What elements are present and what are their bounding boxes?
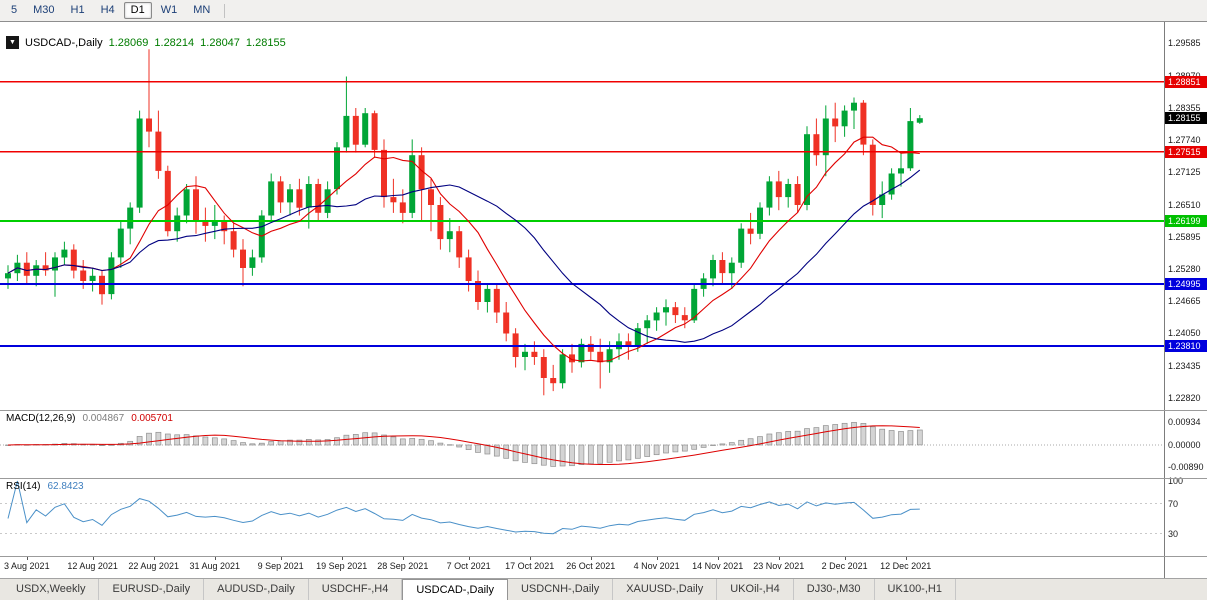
main-chart-plot[interactable] [0,22,1164,410]
date-axis-label: 9 Sep 2021 [257,561,304,571]
date-axis-tick [402,557,404,560]
date-axis-tick [844,557,846,560]
rsi-axis-label: 100 [1168,476,1184,486]
price-axis-label: 1.27740 [1168,135,1201,145]
macd-axis-label: 0.00000 [1168,440,1201,450]
macd-plot[interactable] [0,410,1164,478]
date-axis-label: 4 Nov 2021 [633,561,680,571]
price-level-badge: 1.28851 [1165,75,1207,88]
date-axis-label: 2 Dec 2021 [821,561,868,571]
date-axis-label: 22 Aug 2021 [128,561,179,571]
period-button-m30[interactable]: M30 [33,4,55,16]
period-button-h4[interactable]: H4 [100,4,115,16]
ohlc-low-value: 1.28047 [200,36,240,49]
tab-dj30-m30[interactable]: DJ30-,M30 [794,579,875,600]
tab-eurusd-daily[interactable]: EURUSD-,Daily [99,579,205,600]
rsi-axis-label: 30 [1168,528,1179,539]
date-axis[interactable]: 3 Aug 2021 12 Aug 2021 22 Aug 2021 31 Aug 2… [0,556,1164,578]
macd-signal-value: 0.005701 [131,413,173,424]
date-axis-tick [341,557,343,560]
date-axis-label: 14 Nov 2021 [692,561,744,571]
panel-separator-macd[interactable] [0,410,1207,411]
price-axis-label: 1.23435 [1168,360,1201,371]
panel-separator-rsi[interactable] [0,478,1207,479]
tab-usdx-weekly[interactable]: USDX,Weekly [3,579,100,600]
period-button-w1[interactable]: W1 [160,4,178,16]
price-axis-label: 1.25895 [1168,231,1201,242]
date-axis-tick [778,557,780,560]
chart-tabbar: USDX,Weekly EURUSD-,Daily AUDUSD-,Daily USD… [0,578,1207,600]
price-axis-label: 1.26510 [1168,199,1201,210]
toolbar-separator [224,3,226,18]
tab-uk100-h1[interactable]: UK100-,H1 [875,579,956,600]
price-axis-label: 1.24665 [1168,296,1201,307]
price-axis-label: 1.28355 [1168,102,1201,113]
date-axis-label: 19 Sep 2021 [316,561,368,571]
date-axis-label: 12 Aug 2021 [67,561,118,571]
date-axis-tick [26,557,28,560]
period-button-d1[interactable]: D1 [123,2,152,19]
date-axis-label: 3 Aug 2021 [4,561,50,571]
rsi-value: 62.8423 [47,481,84,492]
date-axis-label: 12 Dec 2021 [880,561,932,571]
tab-ukoil-h4[interactable]: UKOil-,H4 [717,579,794,600]
price-level-badge: 1.24995 [1165,277,1207,290]
date-axis-label: 26 Oct 2021 [566,561,616,571]
date-axis-tick [717,557,719,560]
current-price-badge: 1.28155 [1165,112,1207,125]
date-axis-tick [468,557,470,560]
date-axis-label: 23 Nov 2021 [753,561,805,571]
tab-usdchf-h4[interactable]: USDCHF-,H4 [309,579,403,600]
date-axis-tick [92,557,94,560]
symbol-menu-icon[interactable]: ▼ [6,36,19,49]
date-axis-label: 28 Sep 2021 [377,561,429,571]
macd-main-value: 0.004867 [82,413,125,424]
tab-xauusd-daily[interactable]: XAUUSD-,Daily [613,579,718,600]
date-axis-tick [590,557,592,560]
ohlc-open-value: 1.28069 [108,36,149,49]
ohlc-high-value: 1.28214 [154,36,195,49]
price-level-badge: 1.23810 [1165,340,1207,352]
price-axis-label: 1.27125 [1168,167,1201,178]
date-axis-separator [0,556,1207,557]
chart-symbol-label: USDCAD-,Daily [25,36,103,49]
price-axis-label: 1.25280 [1168,264,1201,274]
macd-indicator-label: MACD(12,26,9) 0.004867 0.005701 [6,413,173,424]
date-axis-label: 31 Aug 2021 [189,561,241,571]
tab-usdcad-daily[interactable]: USDCAD-,Daily [402,579,508,600]
dropdown-arrow-icon: ▼ [9,39,16,46]
date-axis-label: 7 Oct 2021 [446,561,491,571]
date-axis-tick [656,557,658,560]
price-level-badge: 1.26199 [1165,214,1207,227]
period-button-h1[interactable]: H1 [70,4,85,16]
price-level-badge: 1.27515 [1165,145,1207,158]
date-axis-tick [214,557,216,560]
date-axis-label: 17 Oct 2021 [505,561,555,571]
timeframe-toolbar: 5 M30 H1 H4 D1 W1 MN [0,0,1207,22]
rsi-axis-label: 70 [1168,498,1179,509]
chart-title: ▼ USDCAD-,Daily 1.28069 1.28214 1.28047 … [6,36,286,49]
price-axis-label: 1.24050 [1168,328,1201,339]
price-axis[interactable]: 1.29585 1.28970 1.28355 1.27740 1.27125 1.265… [1164,22,1207,578]
rsi-title: RSI(14) [6,481,41,492]
macd-axis-label: 0.00934 [1168,417,1201,427]
date-axis-tick [905,557,907,560]
period-button-5[interactable]: 5 [11,4,18,16]
price-axis-label: 1.22820 [1168,392,1201,403]
ohlc-close-value: 1.28155 [245,36,286,49]
tab-audusd-daily[interactable]: AUDUSD-,Daily [204,579,309,600]
date-axis-tick [280,557,282,560]
tab-usdcnh-daily[interactable]: USDCNH-,Daily [508,579,614,600]
price-axis-label: 1.29585 [1168,38,1201,49]
rsi-indicator-label: RSI(14) 62.8423 [6,481,84,492]
date-axis-tick [529,557,531,560]
macd-axis-label: -0.00890 [1168,461,1204,472]
date-axis-tick [153,557,155,560]
price-axis-label: 1.28970 [1168,71,1201,81]
rsi-plot[interactable] [0,478,1164,556]
macd-title: MACD(12,26,9) [6,413,76,424]
period-button-mn[interactable]: MN [193,4,211,16]
